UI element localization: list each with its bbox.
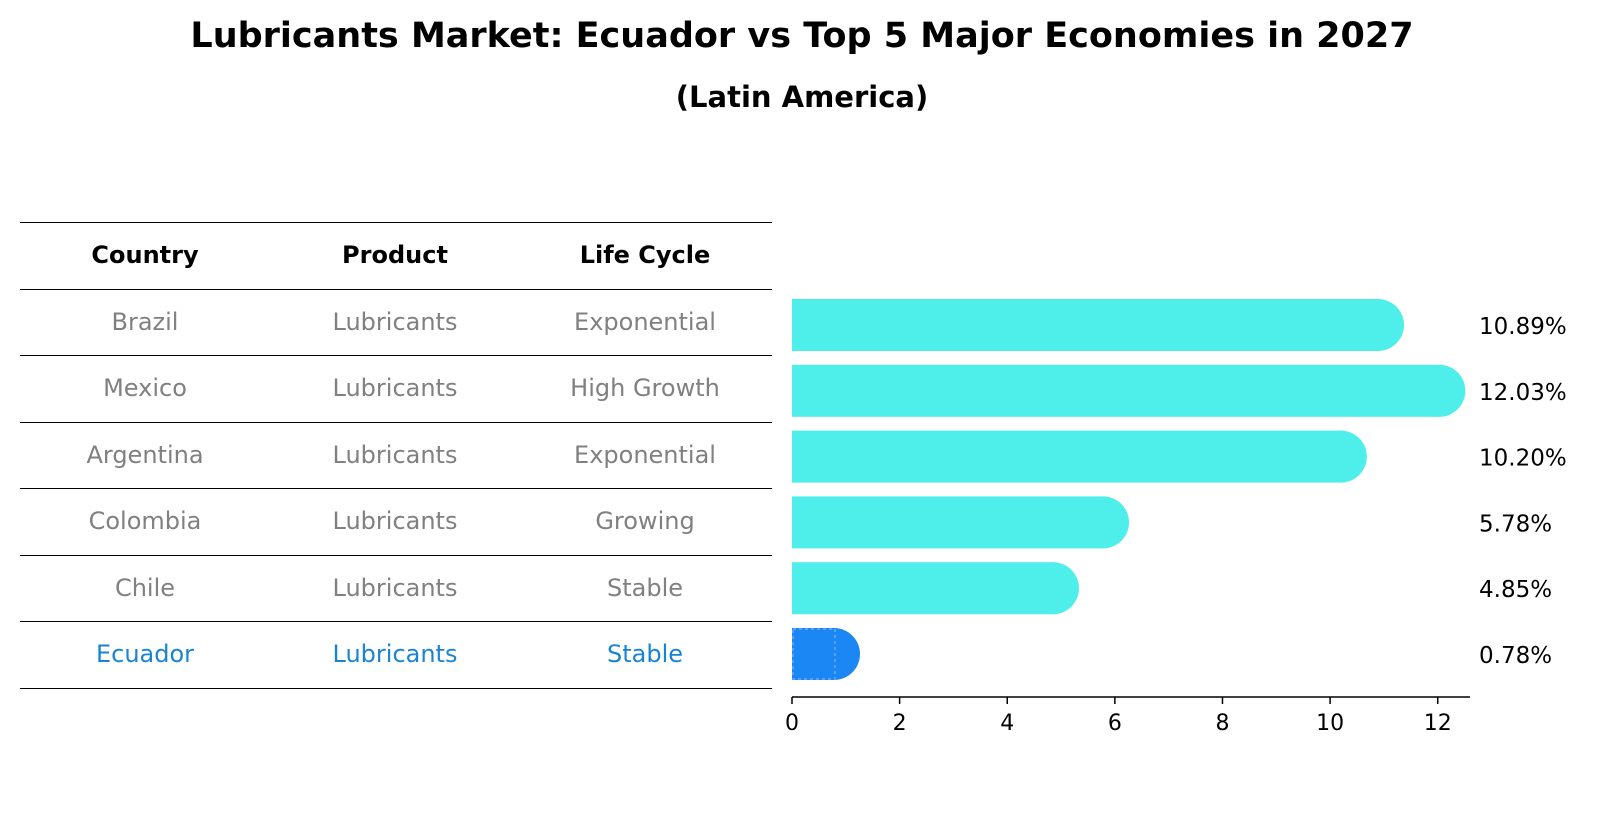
table-cell: Ecuador: [95, 640, 195, 669]
table-rule: [20, 288, 772, 290]
table-cell: Lubricants: [332, 640, 458, 669]
bar-value-label: 10.20%: [1479, 446, 1567, 472]
x-tick-label: 2: [893, 711, 907, 736]
bar-cap: [1351, 299, 1404, 351]
table-rule: [20, 355, 772, 356]
table-cell: Lubricants: [332, 307, 458, 336]
table-cell: Growing: [595, 507, 695, 536]
bar: [792, 430, 1341, 483]
table-cell: Lubricants: [332, 374, 458, 403]
table-cell: Exponential: [574, 307, 716, 336]
bar-cap: [1026, 562, 1079, 615]
bar: [792, 364, 1440, 417]
bar: [792, 562, 1053, 615]
table-rule: [20, 222, 772, 223]
table-header-cell: Product: [342, 241, 448, 270]
bar-value-label: 4.85%: [1479, 577, 1552, 603]
table-cell: Stable: [606, 640, 684, 669]
table-cell: Argentina: [86, 440, 204, 469]
bar-value-label: 5.78%: [1479, 511, 1552, 537]
bar: [792, 299, 1378, 351]
x-tick-label: 4: [1000, 711, 1014, 736]
bar-value-label: 10.89%: [1479, 314, 1567, 340]
table-rule: [20, 621, 772, 622]
bar-value-label: 12.03%: [1479, 380, 1567, 406]
table-cell: Lubricants: [332, 507, 458, 536]
x-tick-label: 10: [1316, 711, 1344, 736]
x-tick-label: 0: [785, 711, 799, 736]
table-header-cell: Life Cycle: [579, 241, 711, 270]
bar-cap: [1314, 430, 1367, 483]
table-rule: [20, 488, 772, 489]
x-tick-label: 8: [1215, 711, 1229, 736]
chart-subtitle: (Latin America): [675, 80, 929, 114]
highlight-bar-outline: [792, 628, 836, 680]
table-cell: Colombia: [88, 507, 202, 536]
x-tick-label: 6: [1108, 711, 1122, 736]
table-cell: Chile: [114, 573, 176, 602]
table-cell: Lubricants: [332, 573, 458, 602]
table-header-cell: Country: [91, 241, 199, 270]
bar-value-label: 0.78%: [1479, 643, 1552, 669]
table-cell: Exponential: [574, 440, 716, 469]
table-rule: [20, 687, 772, 689]
x-tick-label: 12: [1424, 711, 1452, 736]
table-cell: High Growth: [570, 374, 720, 403]
bar-cap: [1413, 364, 1466, 417]
table-rule: [20, 421, 772, 423]
table-cell: Brazil: [111, 307, 179, 336]
table-cell: Mexico: [103, 374, 187, 403]
table-cell: Stable: [606, 573, 684, 602]
table-cell: Lubricants: [332, 440, 458, 469]
bar-cap: [1077, 496, 1130, 549]
table-rule: [20, 554, 772, 556]
bar: [792, 496, 1104, 549]
chart-title: Lubricants Market: Ecuador vs Top 5 Majo…: [190, 16, 1414, 56]
